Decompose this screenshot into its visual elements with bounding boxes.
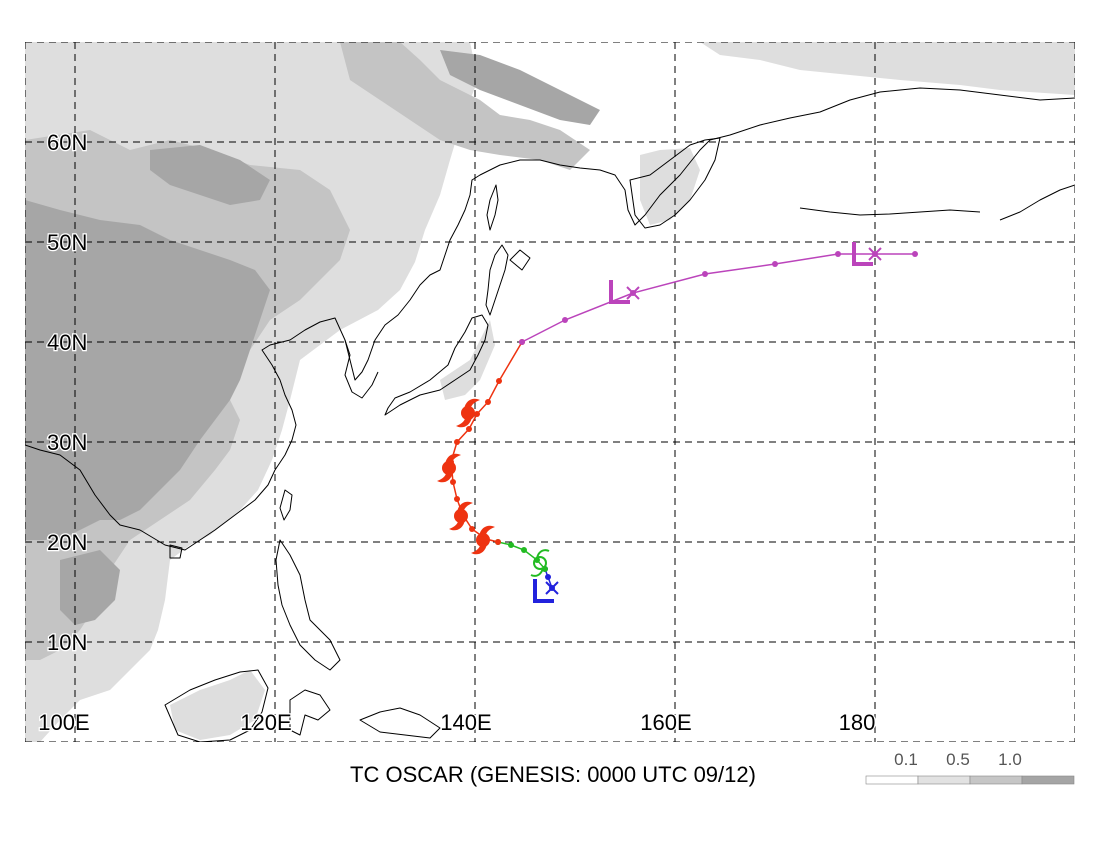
typhoon-symbol-core [476,533,490,547]
map-title: TC OSCAR (GENESIS: 0000 UTC 09/12) [350,762,756,787]
storm-track [437,242,918,603]
terrain-medium-north [340,42,590,170]
cross-symbol-9 [626,286,640,300]
storm-symbol-arm-upper [536,549,550,559]
track-point-1-2 [521,547,527,553]
terrain-shading [25,42,1075,742]
latitude-labels: 10N 20N 30N 40N 50N 60N [46,129,89,657]
lat-label-60n: 60N [47,130,87,155]
coastline-sakhalin [486,184,499,231]
terrain-dark-north [150,145,270,205]
coastline-hainan [169,544,183,559]
lon-label-160e: 160E [640,710,691,735]
typhoon-symbol-core [461,406,475,420]
lon-label-100e: 100E [38,710,89,735]
coastlines [25,87,1075,742]
track-point-0-1 [545,574,551,580]
cross-symbol-10 [868,247,882,261]
terrain-light-borneo [170,670,265,740]
typhoon-symbol-arm-lower [449,519,465,531]
track-point-2-11 [496,378,502,384]
typhoon-symbol-0 [471,525,495,555]
storm-symbol-4 [530,549,550,577]
low-symbol-l [609,280,630,304]
legend-swatch-2 [969,775,1023,785]
typhoon-symbol-arm-lower [456,416,472,428]
lat-label-40n: 40N [47,330,87,355]
legend-color-bar [865,775,1075,785]
cross-symbol-x [868,247,882,261]
typhoon-symbol-3 [456,398,480,428]
terrain-dark-siberia [440,50,600,125]
lat-label-20n: 20N [47,530,87,555]
legend-swatch-1 [917,775,971,785]
track-point-2-4 [454,496,460,502]
coastline-taiwan [279,489,293,521]
legend-tick-0-5: 0.5 [946,750,970,769]
lat-label-30n: 30N [47,430,87,455]
track-point-3-5 [835,251,841,257]
lon-label-120e: 120E [240,710,291,735]
typhoon-symbol-arm-upper [457,501,473,513]
track-point-3-4 [772,261,778,267]
cross-symbol-8 [545,581,559,595]
low-symbol-6 [609,280,630,304]
terrain-dark-tibet [25,370,170,495]
low-symbol-7 [852,242,873,266]
track-segment-3 [521,253,915,343]
track-point-2-2 [469,526,475,532]
storm-symbol-arm-lower [530,567,544,577]
coastline-korea-japan [344,244,531,416]
coastline-kamchatka [629,137,721,229]
lat-label-50n: 50N [47,230,87,255]
low-symbol-5 [533,579,554,603]
map-panel [25,42,1075,742]
terrain-light-japan [440,320,495,400]
track-point-3-0 [519,339,525,345]
lon-label-140e: 140E [440,710,491,735]
storm-symbol-ring [533,556,547,570]
legend-swatch-0 [865,775,919,785]
track-point-3-3 [702,271,708,277]
longitude-labels: 100E 120E 140E 160E 180 [37,709,877,737]
coastline-borneo [164,669,269,742]
typhoon-symbol-arm-upper [479,525,495,537]
coastline-alaska [799,184,1075,221]
typhoon-symbol-arm-lower [437,471,453,483]
cross-symbol-x [545,581,559,595]
track-point-3-7 [912,251,918,257]
typhoon-symbol-arm-upper [464,398,480,410]
shading-legend: 0.1 0.5 1.0 [865,750,1075,785]
coastline-sulawesi [289,689,331,736]
typhoon-symbol-arm-upper [445,453,461,465]
track-point-3-1 [562,317,568,323]
coastline-new-guinea [359,707,441,739]
coastline-asia [25,87,1075,551]
track-point-2-8 [466,426,472,432]
legend-tick-1-0: 1.0 [998,750,1022,769]
lon-label-180: 180 [839,710,876,735]
track-point-1-3 [508,542,514,548]
terrain-light-kamchatka [640,148,700,225]
track-point-2-0 [495,539,501,545]
typhoon-symbol-core [442,461,456,475]
track-point-2-5 [450,479,456,485]
typhoon-symbol-arm-lower [471,543,487,555]
typhoon-symbol-1 [449,501,473,531]
typhoon-symbol-core [454,509,468,523]
terrain-light-east [700,42,1075,95]
low-symbol-l [533,579,554,603]
graticule [25,42,1075,742]
legend-swatch-3 [1021,775,1075,785]
cross-symbol-x [626,286,640,300]
track-point-2-9 [474,411,480,417]
coastline-philippines [275,539,341,671]
lat-label-10n: 10N [47,630,87,655]
typhoon-symbol-2 [437,453,461,483]
track-point-2-7 [454,439,460,445]
legend-tick-0-1: 0.1 [894,750,918,769]
track-point-2-10 [485,399,491,405]
low-symbol-l [852,242,873,266]
